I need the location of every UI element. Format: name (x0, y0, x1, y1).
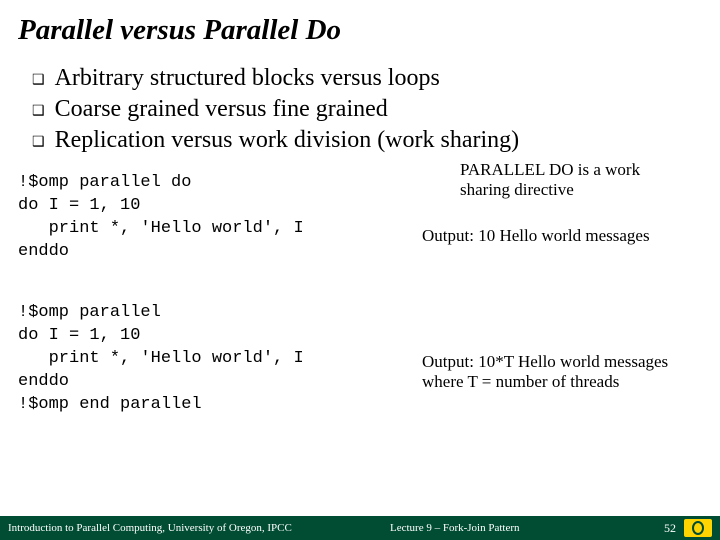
slide-title: Parallel versus Parallel Do (0, 0, 720, 47)
footer-lecture: Lecture 9 – Fork-Join Pattern (340, 522, 664, 534)
bullet-marker-icon: ❑ (32, 134, 45, 151)
annotation-output-1: Output: 10 Hello world messages (422, 226, 702, 246)
footer-right: 52 (664, 519, 720, 537)
slide-container: Parallel versus Parallel Do ❑ Arbitrary … (0, 0, 720, 540)
annotation-directive: PARALLEL DO is a work sharing directive (460, 160, 680, 200)
bullet-item: ❑ Replication versus work division (work… (32, 127, 720, 154)
footer-course: Introduction to Parallel Computing, Univ… (0, 522, 340, 534)
bullet-marker-icon: ❑ (32, 103, 45, 120)
bullet-item: ❑ Arbitrary structured blocks versus loo… (32, 65, 720, 92)
examples-area: !$omp parallel do do I = 1, 10 print *, … (0, 172, 720, 432)
bullet-marker-icon: ❑ (32, 72, 45, 89)
bullet-text: Arbitrary structured blocks versus loops (55, 65, 440, 92)
code-example-1: !$omp parallel do do I = 1, 10 print *, … (18, 172, 304, 264)
bullet-text: Coarse grained versus fine grained (55, 96, 388, 123)
logo-o-shape (692, 521, 704, 535)
code-example-2: !$omp parallel do I = 1, 10 print *, 'He… (18, 302, 304, 417)
university-logo-icon (684, 519, 712, 537)
annotation-output-2: Output: 10*T Hello world messages where … (422, 352, 702, 392)
footer-bar: Introduction to Parallel Computing, Univ… (0, 516, 720, 540)
bullet-text: Replication versus work division (work s… (55, 127, 520, 154)
page-number: 52 (664, 521, 676, 536)
bullet-list: ❑ Arbitrary structured blocks versus loo… (0, 47, 720, 154)
bullet-item: ❑ Coarse grained versus fine grained (32, 96, 720, 123)
